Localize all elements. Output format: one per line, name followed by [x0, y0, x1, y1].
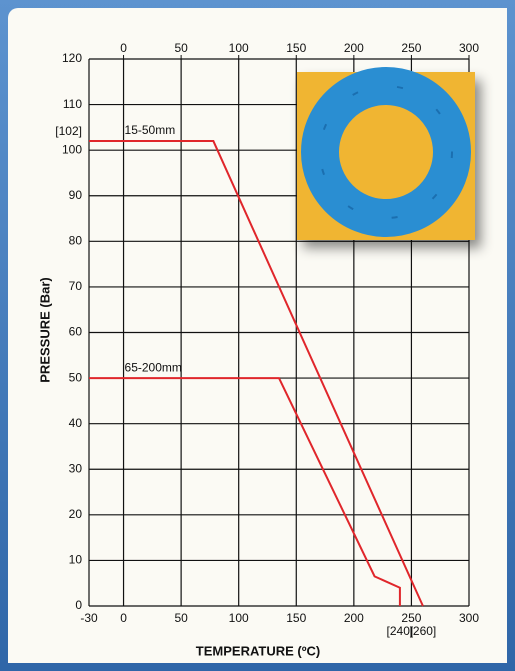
y-tick-label: 80: [69, 234, 83, 248]
x-tick-label: 150: [286, 611, 306, 625]
y-tick-label: 20: [69, 507, 83, 521]
y-tick-label: 40: [69, 416, 83, 430]
y-tick-label: 0: [75, 598, 82, 612]
x2-tick-label: 250: [401, 41, 421, 55]
x-axis-title: TEMPERATURE (ºC): [196, 643, 320, 658]
y-tick-label: 90: [69, 188, 83, 202]
y-tick-label: 110: [63, 97, 82, 111]
x-tick-label: 100: [229, 611, 249, 625]
x2-tick-label: 50: [174, 41, 188, 55]
product-photo: [297, 67, 475, 240]
x-tick-label: 200: [344, 611, 364, 625]
x-tick-label: 0: [120, 611, 127, 625]
x2-tick-label: 300: [459, 41, 479, 55]
x-tick-label: -30: [80, 611, 98, 625]
y-tick-label: 100: [62, 142, 82, 156]
x2-tick-label: 100: [229, 41, 249, 55]
x2-tick-label: 150: [286, 41, 306, 55]
x-tick-label: 300: [459, 611, 479, 625]
series-label: 65-200mm: [125, 360, 182, 374]
series-line: [89, 377, 401, 606]
x-tick-label: 250: [401, 611, 421, 625]
seal-ring-ridge: [319, 85, 453, 219]
series-line: [89, 140, 424, 607]
y-marker-label: [102]: [55, 124, 82, 138]
x-marker-label: [240]: [387, 624, 414, 638]
y-tick-label: 30: [69, 461, 83, 475]
y-tick-label: 70: [69, 279, 83, 293]
y-tick-label: 10: [69, 553, 83, 567]
x2-tick-label: 200: [344, 41, 364, 55]
y-axis-title: PRESSURE (Bar): [37, 277, 52, 382]
y-tick-label: 120: [62, 51, 82, 65]
x-tick-label: 50: [174, 611, 188, 625]
x2-tick-label: 0: [120, 41, 127, 55]
x-marker-label: [260]: [410, 624, 437, 638]
y-tick-label: 50: [69, 370, 83, 384]
series-label: 15-50mm: [125, 123, 176, 137]
lines: 15-50mm 65-200mm: [89, 123, 424, 607]
y-tick-label: 60: [69, 325, 83, 339]
